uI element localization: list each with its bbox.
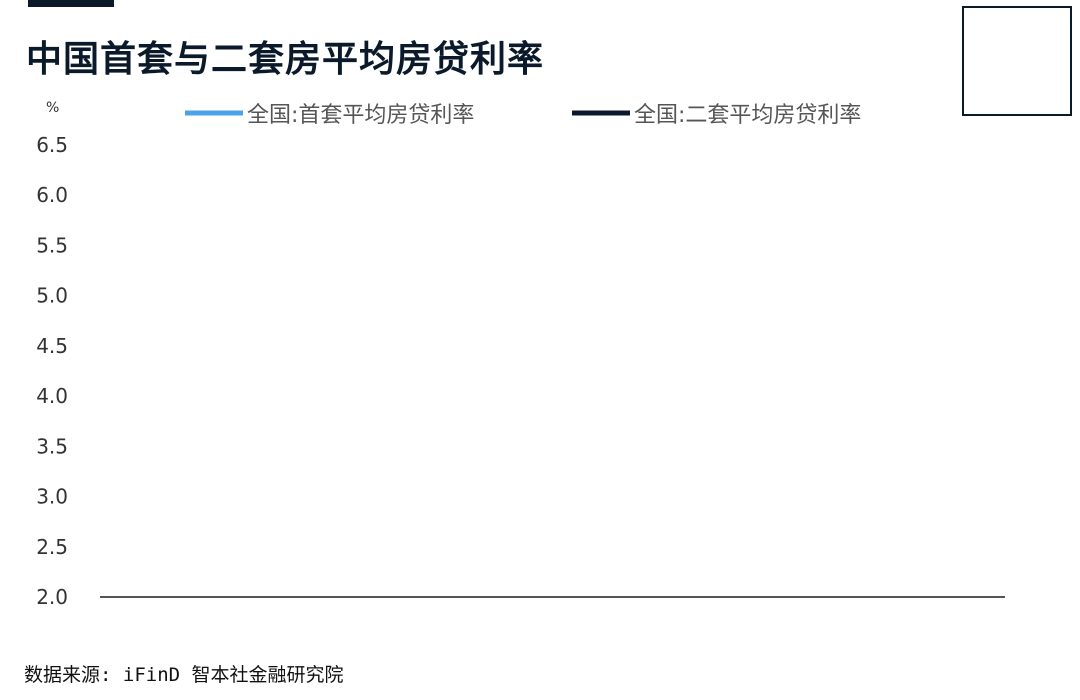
y-tick-label: 4.0 — [36, 384, 68, 408]
y-tick-label: 6.5 — [36, 133, 68, 157]
axes: %2.02.53.03.54.04.55.05.56.06.518-0618-1… — [36, 100, 1005, 609]
y-tick-label: 5.5 — [36, 233, 68, 257]
title-accent-bar — [28, 0, 114, 7]
qr-code-placeholder — [962, 6, 1072, 116]
y-tick-label: 3.5 — [36, 434, 68, 458]
y-tick-label: 6.0 — [36, 183, 68, 207]
legend-label: 全国:首套平均房贷利率 — [247, 103, 474, 128]
data-source-note: 数据来源: iFinD 智本社金融研究院 — [24, 664, 344, 686]
y-tick-label: 3.0 — [36, 485, 68, 509]
y-tick-label: 5.0 — [36, 284, 68, 308]
y-tick-label: 2.0 — [36, 585, 68, 609]
y-axis-unit-label: % — [46, 100, 59, 116]
chart-title: 中国首套与二套房平均房贷利率 — [26, 39, 545, 80]
y-tick-label: 4.5 — [36, 334, 68, 358]
legend-label: 全国:二套平均房贷利率 — [634, 103, 861, 128]
legend: 全国:首套平均房贷利率 全国:二套平均房贷利率 — [185, 103, 861, 128]
y-tick-label: 2.5 — [36, 535, 68, 559]
